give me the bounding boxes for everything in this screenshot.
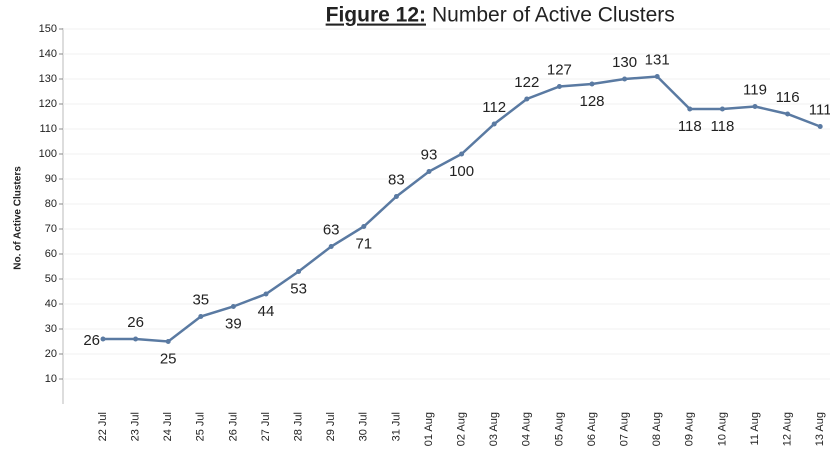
- point: [589, 81, 595, 87]
- point: [654, 74, 660, 79]
- x-tick-label: 27 Jul: [260, 412, 272, 441]
- y-tick-label: 40: [45, 298, 57, 310]
- point: [165, 339, 171, 344]
- line: [103, 75, 821, 343]
- data-label: 26: [127, 314, 144, 331]
- title-prefix: Figure 12:: [326, 4, 426, 27]
- y-tick-label: 30: [45, 323, 57, 335]
- data-label: 39: [225, 315, 242, 332]
- x-tick-label: 04 Aug: [521, 412, 533, 446]
- y-tick-label: 70: [45, 223, 57, 235]
- point: [556, 84, 562, 89]
- y-tick-label: 110: [39, 123, 57, 135]
- x-tick-label: 07 Aug: [619, 412, 631, 446]
- point: [393, 194, 399, 199]
- y-tick-label: 120: [39, 98, 57, 110]
- data-label: 130: [612, 54, 637, 71]
- y-axis-label: No. of Active Clusters: [13, 166, 24, 270]
- y-tick-label: 140: [39, 48, 57, 60]
- data-label: 63: [323, 221, 340, 238]
- chart-title: Number of Active Clusters: [432, 4, 675, 27]
- data-label: 111: [809, 101, 830, 118]
- x-tick-label: 10 Aug: [716, 412, 728, 446]
- y-tick-label: 50: [45, 273, 57, 285]
- y-tick-label: 90: [45, 173, 57, 185]
- point: [198, 314, 204, 319]
- x-tick-label: 23 Jul: [130, 412, 142, 441]
- point: [719, 106, 725, 112]
- data-label: 25: [160, 350, 177, 367]
- point: [687, 106, 693, 112]
- x-tick-label: 26 Jul: [227, 412, 239, 441]
- data-label: 53: [290, 280, 307, 297]
- point: [296, 269, 302, 274]
- point: [230, 304, 236, 309]
- point: [133, 336, 139, 342]
- data-label: 93: [421, 146, 438, 163]
- y-tick-label: 150: [39, 23, 57, 35]
- y-tick-label: 130: [39, 73, 57, 85]
- point: [752, 104, 758, 109]
- x-tick-label: 25 Jul: [195, 412, 207, 441]
- point: [622, 76, 628, 82]
- point: [426, 169, 432, 174]
- y-tick-label: 60: [45, 248, 57, 260]
- point: [100, 336, 106, 342]
- point: [459, 151, 465, 157]
- data-label: 100: [449, 163, 474, 180]
- x-tick-label: 01 Aug: [423, 412, 435, 446]
- data-label: 128: [579, 93, 604, 110]
- data-label: 26: [83, 332, 100, 349]
- x-tick-label: 05 Aug: [553, 412, 565, 446]
- data-label: 83: [388, 171, 405, 188]
- x-tick-label: 09 Aug: [684, 412, 696, 446]
- data-label: 35: [192, 291, 209, 308]
- x-tick-label: 11 Aug: [749, 412, 761, 445]
- y-tick-label: 10: [45, 373, 57, 385]
- data-label: 127: [547, 61, 572, 78]
- point: [263, 291, 269, 297]
- x-tick-label: 24 Jul: [162, 412, 174, 441]
- x-tick-label: 08 Aug: [651, 412, 663, 446]
- y-tick-label: 100: [39, 148, 57, 160]
- x-tick-label: 22 Jul: [97, 412, 109, 441]
- point: [785, 111, 791, 117]
- x-tick-label: 13 Aug: [814, 412, 826, 446]
- data-label: 131: [645, 51, 670, 68]
- x-tick-label: 03 Aug: [488, 412, 500, 446]
- y-tick-label: 20: [45, 348, 57, 360]
- x-tick-label: 02 Aug: [456, 412, 468, 446]
- point: [524, 96, 530, 102]
- point: [817, 124, 823, 129]
- y-tick-label: 80: [45, 198, 57, 210]
- data-label: 118: [678, 118, 702, 135]
- x-tick-label: 29 Jul: [325, 412, 337, 441]
- x-tick-label: 28 Jul: [293, 412, 305, 441]
- point: [491, 121, 497, 127]
- x-tick-label: 31 Jul: [390, 412, 402, 441]
- x-tick-label: 06 Aug: [586, 412, 598, 446]
- data-label: 44: [258, 303, 275, 320]
- data-label: 71: [355, 235, 372, 252]
- data-label: 122: [514, 74, 539, 91]
- data-label: 112: [482, 99, 506, 116]
- point: [328, 244, 334, 249]
- data-label: 116: [776, 89, 800, 106]
- x-tick-label: 12 Aug: [782, 412, 794, 446]
- point: [361, 224, 367, 229]
- data-label: 118: [710, 118, 734, 135]
- data-label: 119: [743, 81, 767, 98]
- x-tick-label: 30 Jul: [358, 412, 370, 441]
